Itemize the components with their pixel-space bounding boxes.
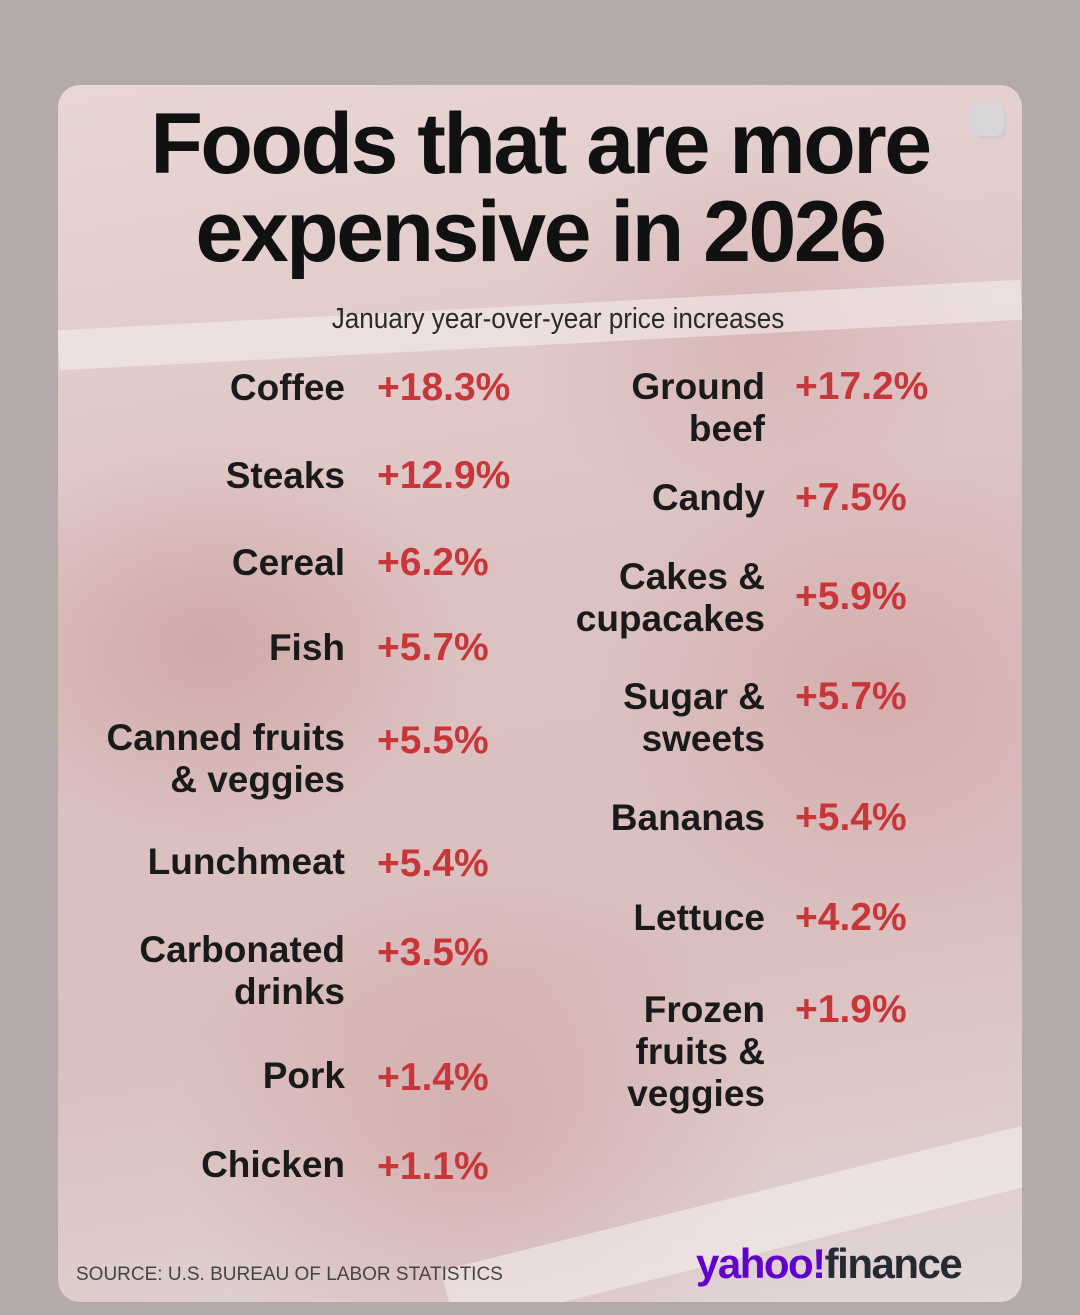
item-value: +4.2% <box>795 896 907 939</box>
item-value: +6.2% <box>377 541 489 584</box>
item-label: Cereal <box>231 542 345 583</box>
item-label: Fish <box>268 627 345 668</box>
item-value: +18.3% <box>377 366 511 409</box>
item-value: +1.4% <box>377 1056 489 1099</box>
logo-finance: finance <box>824 1240 963 1287</box>
item-label: Lettuce <box>633 897 765 938</box>
item-label: Steaks <box>225 455 345 496</box>
item-label: Pork <box>262 1055 345 1096</box>
item-value: +5.4% <box>377 842 489 885</box>
yahoo-finance-logo: yahoo!finance <box>696 1240 963 1288</box>
item-value: +7.5% <box>795 476 907 519</box>
item-label: Coffee <box>229 367 345 408</box>
item-value: +1.1% <box>377 1145 489 1188</box>
item-value: +5.5% <box>377 719 489 762</box>
item-label: Carbonated drinks <box>139 929 345 1012</box>
logo-yahoo: yahoo! <box>696 1240 826 1287</box>
item-value: +5.9% <box>795 575 907 618</box>
title-line-1: Foods that are more <box>150 96 932 192</box>
source-note: SOURCE: U.S. BUREAU OF LABOR STATISTICS <box>76 1264 503 1285</box>
item-value: +5.7% <box>377 626 489 669</box>
item-label: Canned fruits & veggies <box>106 717 345 800</box>
item-label: Frozen fruits & veggies <box>627 989 765 1114</box>
item-value: +3.5% <box>377 931 489 974</box>
item-label: Bananas <box>610 797 765 838</box>
item-label: Lunchmeat <box>147 841 345 882</box>
item-value: +12.9% <box>377 454 511 497</box>
multi-image-icon <box>970 102 1004 136</box>
item-label: Sugar & sweets <box>623 676 765 759</box>
item-label: Cakes & cupacakes <box>575 556 765 639</box>
item-value: +1.9% <box>795 988 907 1031</box>
infographic-card <box>58 85 1022 1302</box>
item-label: Ground beef <box>631 366 765 449</box>
item-value: +17.2% <box>795 365 929 408</box>
item-label: Chicken <box>201 1144 345 1185</box>
item-value: +5.7% <box>795 675 907 718</box>
title-line-2: expensive in 2026 <box>195 184 887 280</box>
item-value: +5.4% <box>795 796 907 839</box>
item-label: Candy <box>651 477 765 518</box>
subtitle: January year-over-year price increases <box>331 303 785 335</box>
